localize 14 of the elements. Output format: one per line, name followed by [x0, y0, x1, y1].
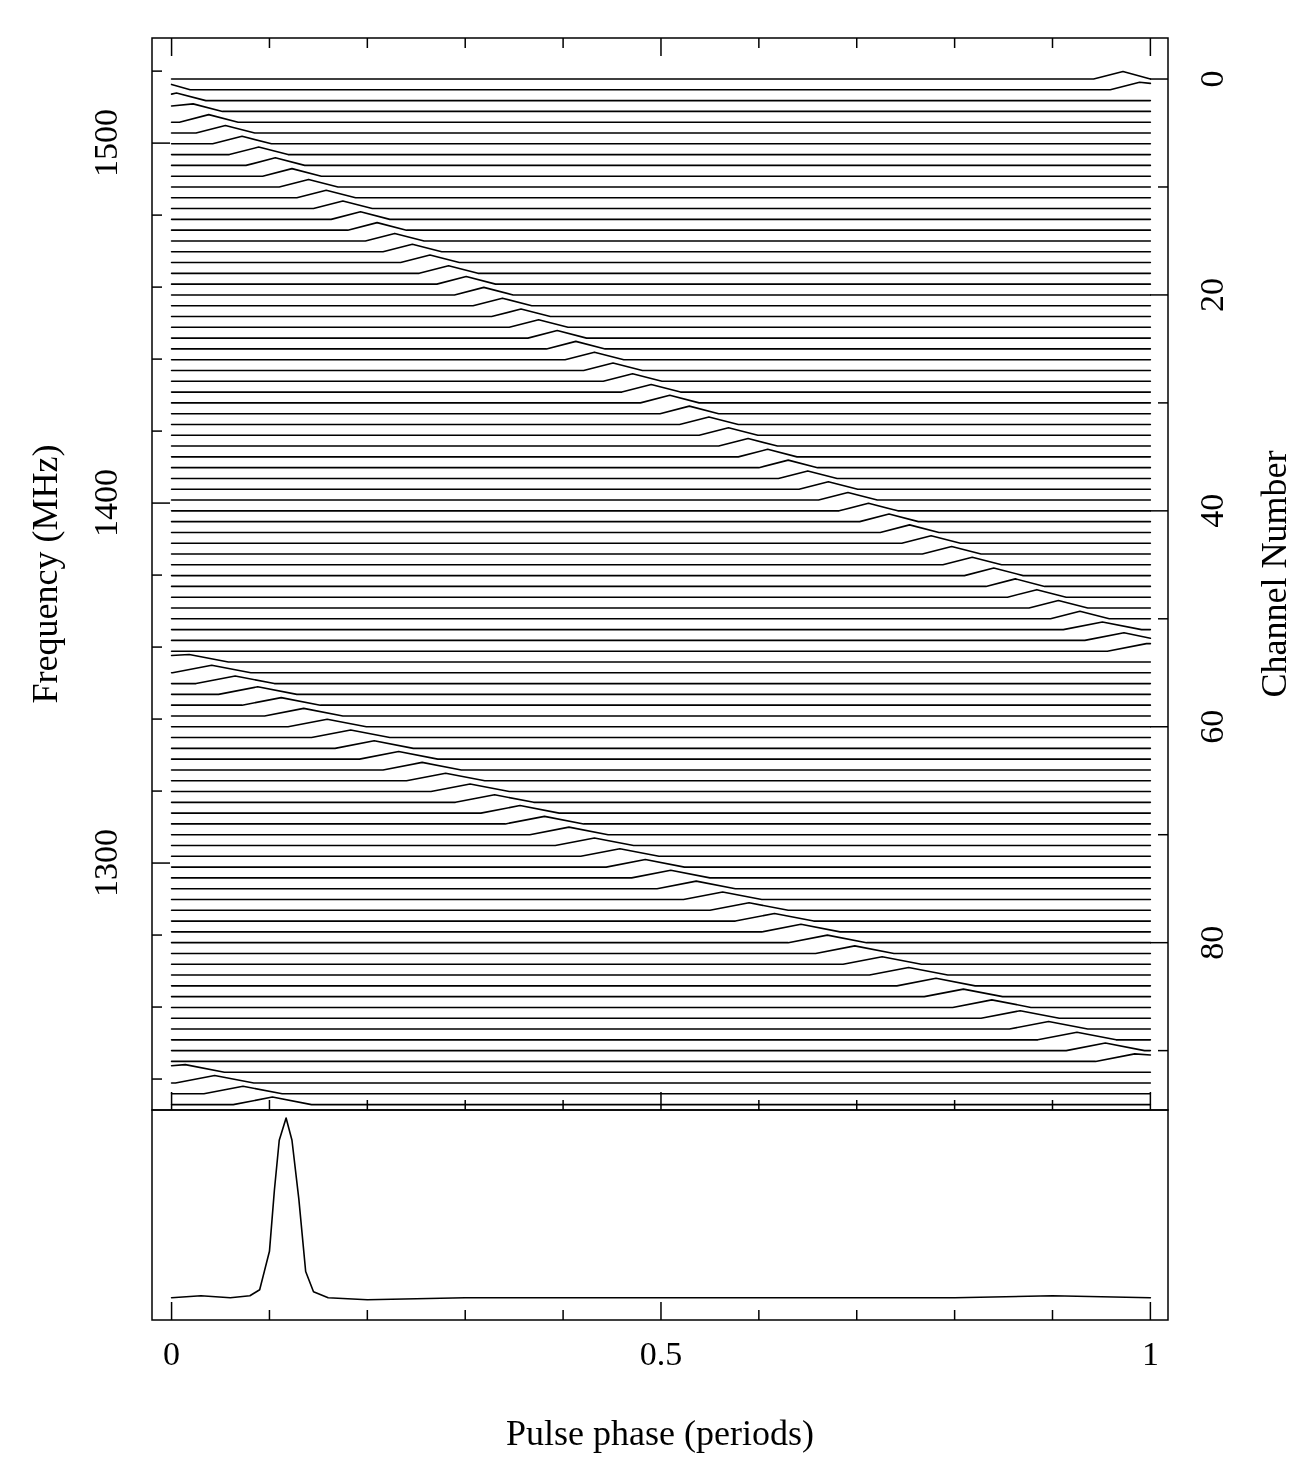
x-tick-label: 0.5	[639, 1335, 683, 1372]
y2-tick-label: 20	[1193, 277, 1230, 312]
x-tick-label: 1	[1141, 1335, 1159, 1372]
y-axis-title: Frequency (MHz)	[25, 444, 65, 704]
y2-tick-label: 60	[1193, 709, 1230, 744]
y2-tick-label: 80	[1193, 925, 1230, 960]
y-tick-label: 1300	[87, 829, 124, 898]
x-tick-label: 0	[163, 1335, 181, 1372]
y-tick-label: 1500	[87, 109, 124, 178]
y-tick-label: 1400	[87, 469, 124, 538]
y2-tick-label: 40	[1193, 493, 1230, 528]
y2-axis-title: Channel Number	[1254, 450, 1294, 698]
x-axis-title: Pulse phase (periods)	[506, 1413, 814, 1453]
y2-tick-label: 0	[1193, 70, 1230, 88]
